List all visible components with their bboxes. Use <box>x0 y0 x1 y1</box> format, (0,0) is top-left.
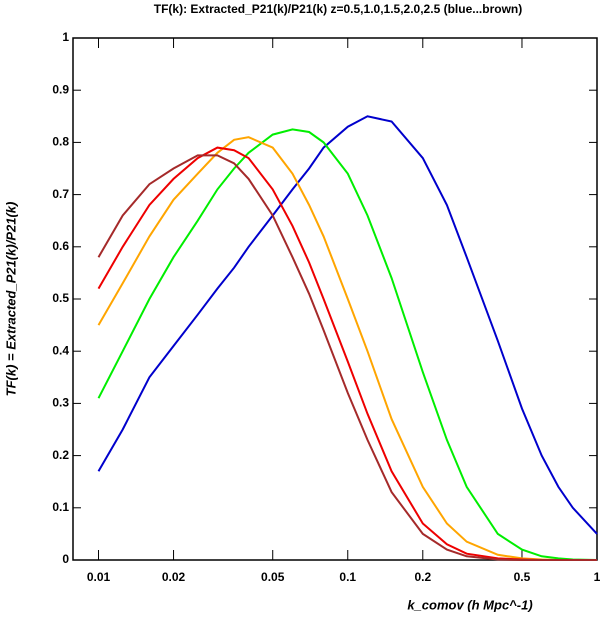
y-tick-label: 0 <box>62 552 69 566</box>
x-tick-label: 0.5 <box>514 570 531 584</box>
x-tick-label: 1 <box>594 570 600 584</box>
x-axis-label: k_comov (h Mpc^-1) <box>407 597 532 612</box>
line-series <box>97 136 597 561</box>
x-tick-label: 0.05 <box>261 570 285 584</box>
y-axis-label: TF(k) = Extracted_P21(k)/P21(k) <box>3 202 18 397</box>
y-tick-label: 1 <box>62 30 69 44</box>
x-tick-label: 0.02 <box>162 570 186 584</box>
y-tick-label: 0.6 <box>52 239 69 253</box>
y-tick-label: 0.1 <box>52 500 69 514</box>
line-series <box>97 154 597 561</box>
x-tick-label: 0.1 <box>339 570 356 584</box>
y-tick-label: 0.9 <box>52 82 69 96</box>
x-tick-label: 0.2 <box>414 570 431 584</box>
x-tick-label: 0.01 <box>87 570 111 584</box>
chart-title: TF(k): Extracted_P21(k)/P21(k) z=0.5,1.0… <box>154 2 522 16</box>
line-series <box>97 128 598 561</box>
y-tick-label: 0.4 <box>52 343 69 357</box>
y-tick-label: 0.5 <box>52 291 69 305</box>
line-series <box>97 146 597 561</box>
y-tick-label: 0.8 <box>52 135 69 149</box>
y-tick-label: 0.2 <box>52 448 69 462</box>
plot-frame <box>72 37 598 561</box>
y-tick-label: 0.7 <box>52 187 69 201</box>
y-tick-label: 0.3 <box>52 396 69 410</box>
line-series <box>97 115 598 535</box>
